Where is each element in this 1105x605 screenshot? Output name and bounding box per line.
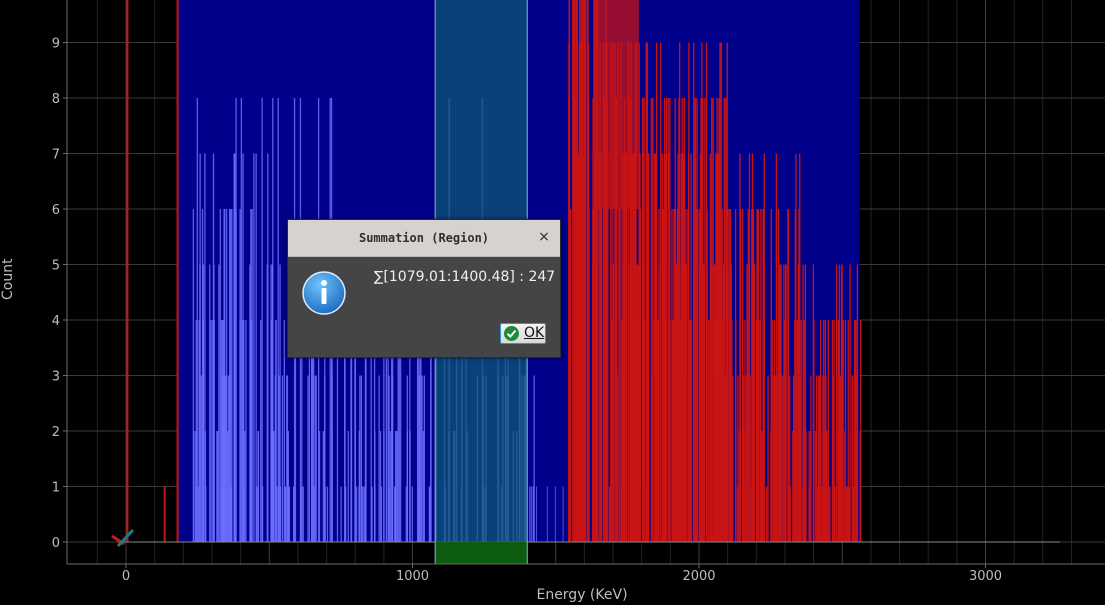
y-tick-label: 7 xyxy=(52,148,60,163)
x-axis-label: Energy (KeV) xyxy=(536,587,628,603)
y-axis-label: Count xyxy=(0,258,16,300)
y-tick-label: 1 xyxy=(52,481,60,496)
x-tick-label: 1000 xyxy=(396,569,429,584)
x-tick-label: 0 xyxy=(122,569,130,584)
y-tick-label: 6 xyxy=(52,203,60,218)
selected-region-footer xyxy=(435,542,528,564)
origin-marker-teal xyxy=(116,528,135,548)
y-tick-label: 9 xyxy=(52,37,60,52)
ok-button[interactable]: OK xyxy=(500,323,546,344)
red-dense-block xyxy=(592,0,639,209)
y-tick-label: 5 xyxy=(52,259,60,274)
check-icon xyxy=(504,326,519,341)
summation-result: ∑[1079.01:1400.48] : 247 xyxy=(374,269,556,285)
info-icon xyxy=(302,271,346,315)
y-tick-label: 2 xyxy=(52,425,60,440)
y-tick-label: 0 xyxy=(52,536,60,551)
x-tick-label: 2000 xyxy=(682,569,715,584)
x-tick-label: 3000 xyxy=(969,569,1002,584)
y-tick-label: 8 xyxy=(52,92,60,107)
summation-dialog: Summation (Region) × ∑[1079.01:1400.48] … xyxy=(287,219,561,358)
ok-button-label: OK xyxy=(524,325,545,341)
dialog-title: Summation (Region) xyxy=(358,231,490,245)
y-tick-label: 4 xyxy=(52,314,60,329)
dialog-titlebar[interactable]: Summation (Region) × xyxy=(288,220,560,257)
close-icon[interactable]: × xyxy=(538,229,550,245)
y-tick-label: 3 xyxy=(52,370,60,385)
